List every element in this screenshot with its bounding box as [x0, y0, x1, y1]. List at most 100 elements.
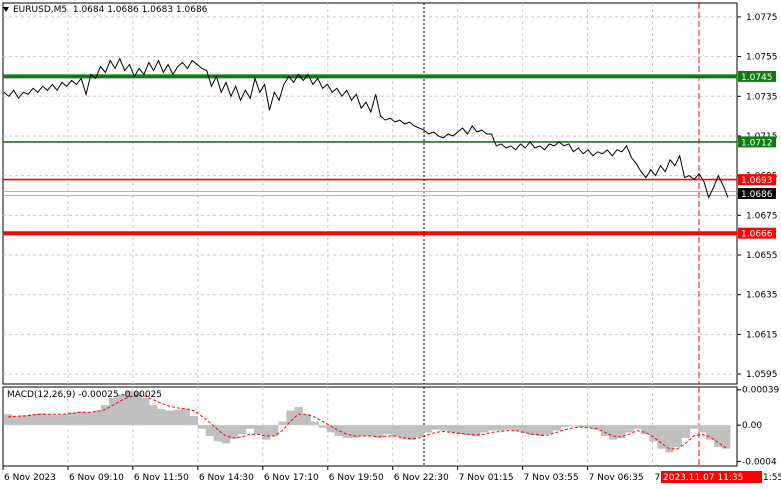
- macd-bar: [673, 425, 682, 447]
- macd-bar: [657, 425, 666, 449]
- macd-bar: [463, 425, 473, 436]
- macd-bar: [544, 425, 553, 435]
- macd-bar: [383, 425, 392, 435]
- macd-signal-line: [7, 394, 727, 450]
- macd-bar: [302, 414, 311, 426]
- y-tick-label: 1.0595: [746, 370, 778, 380]
- macd-bar: [576, 425, 586, 427]
- macd-bar: [149, 405, 158, 426]
- macd-bar: [504, 425, 513, 430]
- macd-bar: [609, 425, 618, 440]
- macd-bar: [350, 425, 360, 438]
- macd-bar: [270, 425, 279, 437]
- macd-bar: [367, 425, 376, 437]
- macd-bar: [407, 425, 416, 440]
- x-tick-label: 1:55: [763, 473, 781, 483]
- macd-bar: [641, 425, 650, 435]
- macd-bar: [705, 425, 715, 440]
- macd-bar: [625, 425, 634, 433]
- macd-bar: [116, 394, 126, 426]
- level-badge-1.0693: [738, 174, 776, 186]
- macd-bar: [28, 414, 37, 426]
- level-label-1.0712: 1.0712: [741, 138, 773, 148]
- macd-y-tick-label: 0.00: [742, 421, 762, 431]
- macd-bar: [165, 410, 174, 426]
- macd-bar: [423, 425, 432, 433]
- dropdown-triangle-icon[interactable]: [3, 7, 9, 12]
- macd-bar: [528, 425, 537, 436]
- level-label-1.0693: 1.0693: [741, 176, 773, 186]
- macd-bar: [439, 425, 448, 431]
- macd-bar: [375, 425, 384, 438]
- current-time-badge: [661, 471, 762, 483]
- macd-bar: [125, 390, 134, 426]
- macd-bar: [496, 425, 505, 431]
- macd-bar: [213, 425, 223, 442]
- macd-bar: [237, 425, 247, 435]
- macd-bar: [181, 408, 190, 426]
- current-time-label: 2023.11.07 11:35: [663, 473, 743, 483]
- macd-bar: [84, 412, 94, 426]
- macd-bar: [286, 410, 295, 426]
- macd-bar: [108, 397, 118, 426]
- macd-bar: [246, 425, 255, 429]
- macd-bar: [254, 425, 263, 435]
- macd-bar: [488, 425, 497, 431]
- macd-bar: [318, 425, 327, 428]
- macd-bar: [584, 425, 594, 428]
- macd-bar: [221, 425, 231, 444]
- y-tick-label: 1.0675: [746, 211, 778, 221]
- macd-bar: [100, 405, 110, 426]
- macd-bar: [665, 425, 674, 453]
- macd-bar: [552, 425, 561, 431]
- macd-bar: [141, 397, 150, 426]
- macd-bar: [697, 425, 707, 433]
- level-badge-1.0712: [738, 136, 776, 148]
- x-tick-label: 6 Nov 19:50: [329, 473, 384, 483]
- macd-bar: [592, 425, 602, 430]
- chart-header: EURUSD,M5 1.0684 1.0686 1.0683 1.0686: [3, 4, 207, 16]
- macd-bar: [649, 425, 658, 442]
- y-tick-label: 1.0735: [746, 92, 778, 102]
- macd-bar: [358, 425, 368, 437]
- macd-y-tick-label: -0.0004: [742, 457, 777, 467]
- macd-bar: [157, 408, 166, 426]
- macd-bar: [229, 425, 239, 439]
- macd-bar: [455, 425, 465, 435]
- current-price-badge: [738, 188, 776, 199]
- macd-bar: [681, 425, 690, 438]
- macd-bar: [520, 425, 529, 434]
- macd-bar: [617, 425, 626, 438]
- macd-bar: [415, 425, 424, 437]
- x-tick-label: 7 Nov 03:55: [524, 473, 579, 483]
- macd-bar: [197, 425, 206, 429]
- x-tick-label: 7 Nov 06:35: [589, 473, 644, 483]
- macd-bar: [262, 425, 271, 440]
- macd-bar: [68, 412, 77, 426]
- macd-bar: [189, 416, 198, 426]
- level-badge-1.0666: [738, 227, 776, 239]
- macd-bar: [471, 425, 481, 437]
- level-label-1.0745: 1.0745: [741, 73, 773, 83]
- macd-bar: [278, 421, 287, 426]
- price-pane-frame: [2, 2, 738, 385]
- macd-bar: [600, 425, 610, 437]
- macd-bar: [536, 425, 545, 437]
- macd-bar: [310, 421, 319, 426]
- macd-bar: [721, 425, 731, 449]
- macd-bar: [76, 411, 85, 426]
- macd-bar: [560, 425, 569, 427]
- macd-bar: [4, 414, 13, 426]
- x-tick-label: 7 Nov 01:15: [459, 473, 514, 483]
- y-tick-label: 1.0655: [746, 251, 778, 261]
- macd-bar: [399, 425, 408, 439]
- macd-bar: [60, 414, 69, 426]
- x-tick-label: 6 Nov 17:10: [264, 473, 319, 483]
- x-tick-label: 6 Nov 09:10: [69, 473, 124, 483]
- macd-bar: [689, 425, 699, 429]
- macd-bar: [568, 425, 578, 427]
- x-tick-label: 6 Nov 11:50: [134, 473, 189, 483]
- macd-bar: [326, 425, 336, 433]
- y-tick-label: 1.0755: [746, 53, 778, 63]
- macd-bar: [342, 425, 352, 438]
